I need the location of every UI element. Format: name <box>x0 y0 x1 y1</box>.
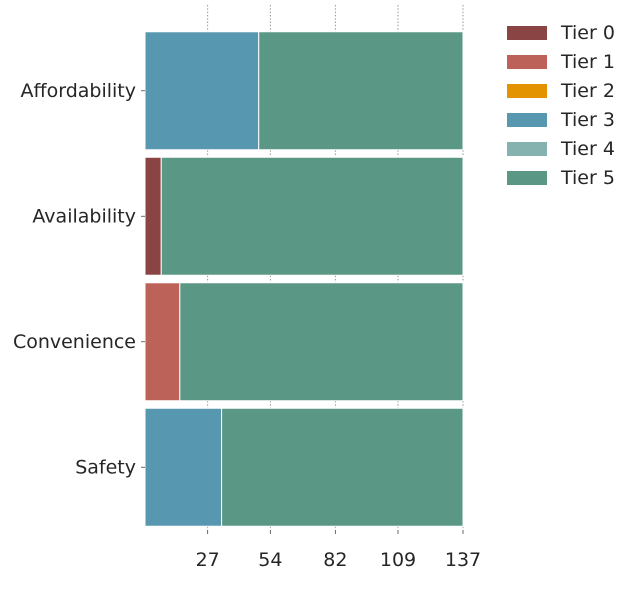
bar-safety-tier-5 <box>221 407 464 527</box>
y-tick-label-availability: Availability <box>32 205 136 227</box>
legend-label-tier-5: Tier 5 <box>560 167 615 189</box>
legend-swatch-tier-5 <box>507 171 547 185</box>
bar-affordability-tier-5 <box>258 31 464 151</box>
bar-availability-tier-0 <box>144 156 162 276</box>
legend-swatch-tier-3 <box>507 113 547 127</box>
legend-label-tier-4: Tier 4 <box>560 138 615 160</box>
x-tick-label-54: 54 <box>258 549 282 571</box>
legend-swatch-tier-2 <box>507 84 547 98</box>
legend-label-tier-1: Tier 1 <box>560 51 615 73</box>
y-axis: Affordability Availability Convenience Safe… <box>13 80 145 478</box>
legend-swatch-tier-4 <box>507 142 547 156</box>
bar-safety-tier-3 <box>144 407 223 527</box>
x-tick-label-82: 82 <box>323 549 347 571</box>
legend-label-tier-2: Tier 2 <box>560 80 615 102</box>
bar-convenience-tier-1 <box>144 282 181 402</box>
bar-availability-tier-5 <box>160 156 464 276</box>
legend: Tier 0 Tier 1 Tier 2 Tier 3 Tier 4 Tier 5 <box>507 22 615 189</box>
bars-layer <box>144 31 464 527</box>
x-tick-label-27: 27 <box>196 549 220 571</box>
bar-affordability-tier-3 <box>144 31 260 151</box>
y-tick-label-convenience: Convenience <box>13 331 136 353</box>
legend-label-tier-0: Tier 0 <box>560 22 615 44</box>
bar-convenience-tier-5 <box>179 282 464 402</box>
legend-swatch-tier-1 <box>507 55 547 69</box>
x-axis: 27 54 82 109 137 <box>196 530 481 571</box>
y-tick-label-safety: Safety <box>75 456 136 478</box>
x-tick-label-109: 109 <box>380 549 416 571</box>
x-tick-label-137: 137 <box>445 549 481 571</box>
y-tick-label-affordability: Affordability <box>21 80 136 102</box>
legend-label-tier-3: Tier 3 <box>560 109 615 131</box>
legend-swatch-tier-0 <box>507 26 547 40</box>
